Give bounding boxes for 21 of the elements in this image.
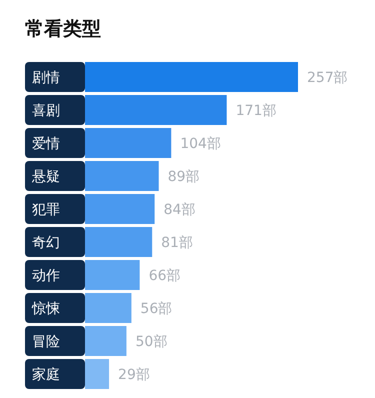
y-tick-label: 冒险 [32, 334, 60, 350]
data-label: 104部 [180, 136, 221, 152]
data-label: 56部 [140, 301, 172, 317]
chart-title: 常看类型 [25, 18, 101, 40]
data-label: 29部 [118, 367, 150, 383]
data-label: 50部 [135, 334, 168, 350]
data-label: 84部 [164, 202, 196, 218]
y-tick-label: 喜剧 [32, 103, 60, 119]
data-label: 66部 [148, 268, 181, 284]
data-label: 89部 [168, 169, 200, 185]
data-label: 257部 [307, 70, 348, 86]
data-label: 171部 [236, 103, 276, 119]
y-tick-label: 剧情 [32, 70, 60, 86]
y-tick-label: 奇幻 [32, 235, 60, 251]
y-tick-label: 爱情 [32, 136, 60, 152]
y-tick-label: 悬疑 [31, 169, 60, 185]
y-tick-label: 惊悚 [31, 301, 60, 317]
y-tick-label: 动作 [32, 268, 60, 284]
y-tick-label: 家庭 [32, 367, 60, 383]
data-label: 81部 [161, 235, 193, 251]
y-tick-label: 犯罪 [32, 202, 60, 218]
